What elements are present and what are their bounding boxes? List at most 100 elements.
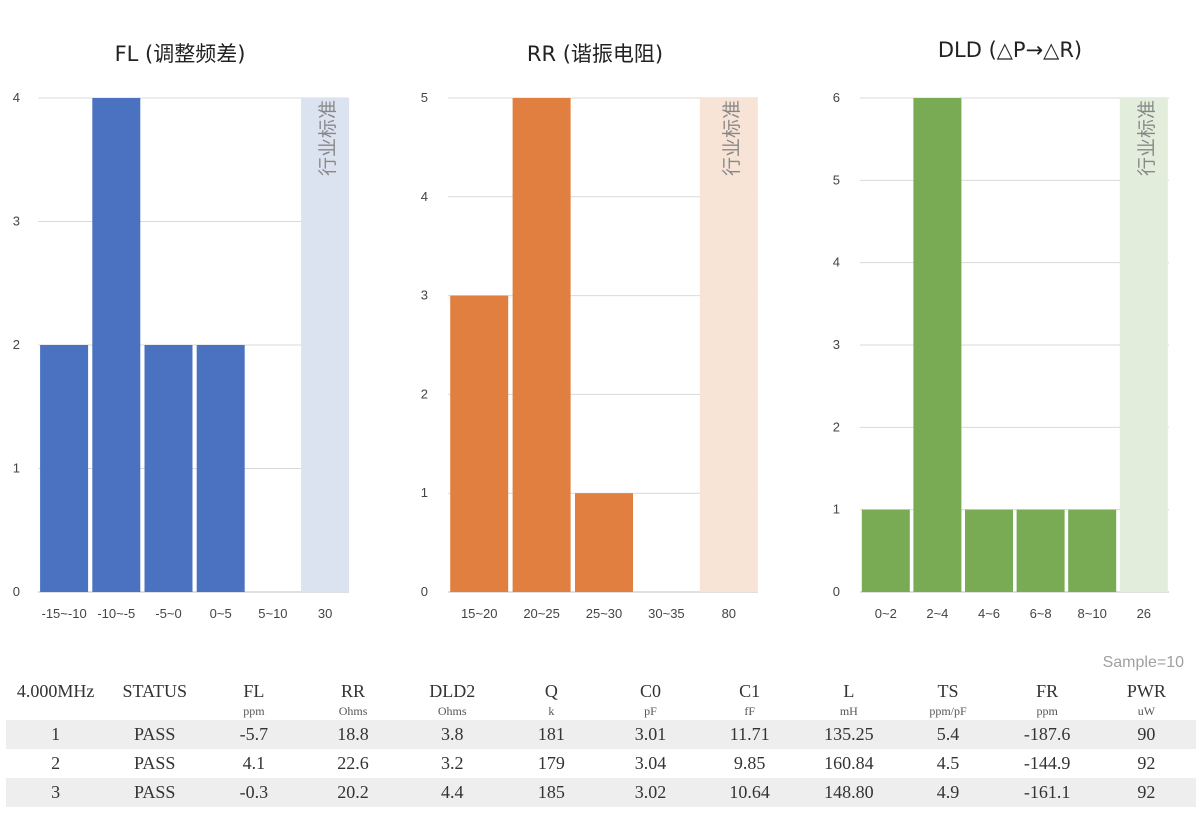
x-tick-label: 25~30 xyxy=(586,606,623,621)
column-unit: fF xyxy=(744,704,755,718)
table-cell: 4.5 xyxy=(936,753,960,773)
bar xyxy=(575,493,633,592)
table-row: 2 PASS 4.1 22.6 3.2 179 3.04 9.85 160.84 4.5 -144.… xyxy=(6,749,1196,778)
x-tick-label: 0~2 xyxy=(875,606,897,621)
bar xyxy=(144,345,193,592)
bar xyxy=(1068,509,1117,592)
industry-standard-band xyxy=(301,98,350,592)
y-tick-label: 4 xyxy=(13,90,20,105)
table-cell: 9.85 xyxy=(733,753,766,773)
x-tick-label: 4~6 xyxy=(978,606,1000,621)
fl-plot: 0 1 2 3 4 -15~-10 -10~-5 -5~0 0~5 5~10 行业标准 30 xyxy=(13,90,350,621)
column-header: FL ppm xyxy=(204,680,303,720)
y-tick-label: 0 xyxy=(421,584,428,599)
column-header: C1 fF xyxy=(700,680,799,720)
bar xyxy=(40,345,89,592)
table-row: 1 PASS -5.7 18.8 3.8 181 3.01 11.71 135.25 5.4 -18… xyxy=(6,720,1196,749)
chart-title: RR (谐振电阻) xyxy=(526,42,664,66)
table-cell: -144.9 xyxy=(1023,753,1071,773)
bar xyxy=(861,509,910,592)
column-unit: mH xyxy=(839,704,858,718)
column-header: 4.000MHz xyxy=(6,680,105,720)
x-tick-label: 5~10 xyxy=(258,606,287,621)
x-tick-label: -5~0 xyxy=(155,606,181,621)
table-cell: 3 xyxy=(6,778,106,807)
x-tick-label: 26 xyxy=(1137,606,1151,621)
table-cell: 181 xyxy=(501,720,601,749)
x-tick-label: 6~8 xyxy=(1030,606,1052,621)
chart-title: DLD (△P→△R) xyxy=(937,38,1083,62)
table-cell: 20.2 xyxy=(303,778,403,807)
x-tick-label: 30~35 xyxy=(648,606,685,621)
table-cell: 90 xyxy=(1096,720,1196,749)
bar xyxy=(1016,509,1065,592)
bar xyxy=(196,345,245,592)
y-tick-label: 0 xyxy=(833,584,840,599)
table-cell: PASS xyxy=(105,778,205,807)
table-cell: 3.04 xyxy=(634,753,667,773)
x-tick-label: 80 xyxy=(722,606,736,621)
column-unit: pF xyxy=(644,704,657,718)
industry-standard-band xyxy=(699,98,758,592)
bar xyxy=(913,98,962,592)
column-unit: k xyxy=(548,704,555,718)
column-unit: uW xyxy=(1137,704,1156,718)
column-name: Q xyxy=(544,681,558,701)
table-cell: 4.9 xyxy=(898,778,998,807)
table-cell: 179 xyxy=(537,753,565,773)
x-tick-label: 8~10 xyxy=(1078,606,1107,621)
column-name: RR xyxy=(341,681,366,701)
table-cell: 160.84 xyxy=(824,753,874,773)
x-tick-label: -15~-10 xyxy=(42,606,87,621)
column-name: C1 xyxy=(739,681,761,701)
table-cell: -187.6 xyxy=(997,720,1097,749)
table-cell: 3.01 xyxy=(600,720,701,749)
table-cell: PASS xyxy=(105,720,205,749)
y-tick-label: 2 xyxy=(421,386,428,401)
column-header: STATUS xyxy=(105,680,204,720)
column-name: TS xyxy=(937,681,959,701)
y-tick-label: 1 xyxy=(421,485,428,500)
table-cell: 11.71 xyxy=(700,720,800,749)
bar xyxy=(965,509,1013,592)
table-cell: 3.02 xyxy=(600,778,701,807)
column-unit: Ohms xyxy=(437,704,467,718)
column-name: FL xyxy=(243,681,265,701)
rr-chart: RR (谐振电阻) 0 1 2 3 4 5 15~20 20~25 25~30 30~35 行业标准… xyxy=(400,0,790,640)
table-cell: -161.1 xyxy=(997,778,1097,807)
bar xyxy=(512,98,571,592)
column-name: C0 xyxy=(640,681,662,701)
table-row: 3 PASS -0.3 20.2 4.4 185 3.02 10.64 148.80 4.9 -16… xyxy=(6,778,1196,807)
table-cell: 185 xyxy=(501,778,601,807)
industry-standard-label: 行业标准 xyxy=(721,100,743,176)
column-name: STATUS xyxy=(122,681,188,701)
column-name: FR xyxy=(1036,681,1059,701)
table-cell: -0.3 xyxy=(204,778,304,807)
y-tick-label: 4 xyxy=(421,189,428,204)
table-cell: -5.7 xyxy=(204,720,304,749)
column-unit: ppm xyxy=(243,704,265,718)
table-cell: 5.4 xyxy=(898,720,998,749)
y-tick-label: 1 xyxy=(833,502,840,517)
y-tick-label: 2 xyxy=(13,337,20,352)
table-cell: 135.25 xyxy=(799,720,899,749)
table-cell: 92 xyxy=(1096,778,1196,807)
x-tick-label: 15~20 xyxy=(461,606,498,621)
table-cell: 10.64 xyxy=(700,778,800,807)
x-tick-label: 20~25 xyxy=(523,606,560,621)
dld-chart: DLD (△P→△R) 0 1 2 3 4 5 6 0~2 2~4 4~6 6~8 8~10 行业标准 2… xyxy=(820,0,1200,640)
column-name: PWR xyxy=(1126,681,1166,701)
x-tick-label: 0~5 xyxy=(210,606,232,621)
x-tick-label: 30 xyxy=(318,606,332,621)
table-cell: 2 xyxy=(51,753,61,773)
y-tick-label: 3 xyxy=(833,337,840,352)
table-body: 1 PASS -5.7 18.8 3.8 181 3.01 11.71 135.25 5.4 -18… xyxy=(6,720,1196,807)
table-cell: 3.2 xyxy=(440,753,464,773)
x-tick-label: -10~-5 xyxy=(97,606,135,621)
y-tick-label: 1 xyxy=(13,461,20,476)
y-tick-label: 2 xyxy=(833,419,840,434)
chart-title: FL (调整频差) xyxy=(114,42,246,66)
